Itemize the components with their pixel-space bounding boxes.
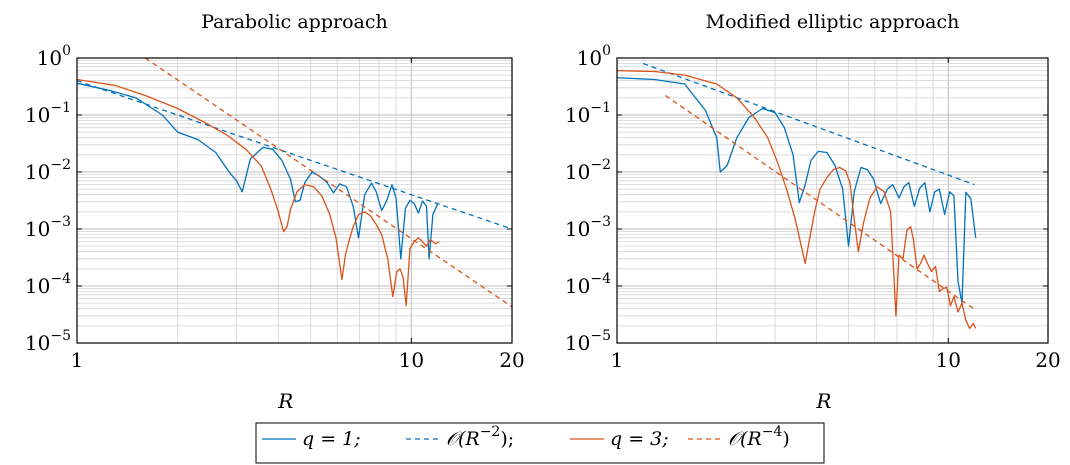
panel-modified-elliptic: Modified elliptic approach 100 10−1 10−2 10−… (565, 11, 1061, 413)
y-tick-label: 10−1 (565, 100, 611, 127)
y-tick-label: 10−4 (565, 271, 611, 298)
y-tick-label: 10−5 (565, 328, 611, 355)
series-line-2 (617, 71, 976, 329)
x-tick-label: 10 (936, 348, 961, 372)
series-line-3 (145, 58, 512, 307)
series-group (77, 58, 512, 307)
legend-entry-label: q = 1; (302, 428, 361, 450)
y-tick-label: 10−2 (25, 157, 71, 184)
panel-parabolic: Parabolic approach 100 10−1 10−2 10−3 10−4 10−… (25, 11, 525, 413)
x-tick-label: 1 (611, 348, 624, 372)
x-tick-label: 1 (71, 348, 84, 372)
axes-frame (617, 58, 1048, 343)
grid (617, 58, 1048, 343)
y-tick-label: 10−2 (565, 157, 611, 184)
legend: q = 1; 𝒪(R−2); q = 3; 𝒪(R−4) (256, 423, 824, 463)
chart-title: Parabolic approach (201, 11, 387, 33)
series-line-0 (617, 78, 976, 303)
y-tick-label: 100 (577, 43, 611, 70)
legend-entry-label: q = 3; (610, 428, 669, 450)
y-tick-label: 100 (37, 43, 71, 70)
y-tick-label: 10−3 (565, 214, 611, 241)
x-axis-label: R (277, 389, 293, 413)
series-line-0 (77, 83, 438, 259)
chart-title: Modified elliptic approach (706, 11, 960, 33)
y-tick-label: 10−5 (25, 328, 71, 355)
y-tick-label: 10−1 (25, 100, 71, 127)
x-tick-label: 10 (399, 348, 424, 372)
x-axis-label: R (815, 389, 831, 413)
series-line-2 (77, 79, 439, 305)
x-tick-label: 20 (1035, 348, 1060, 372)
y-tick-label: 10−3 (25, 214, 71, 241)
y-tick-label: 10−4 (25, 271, 71, 298)
x-tick-label: 20 (499, 348, 524, 372)
